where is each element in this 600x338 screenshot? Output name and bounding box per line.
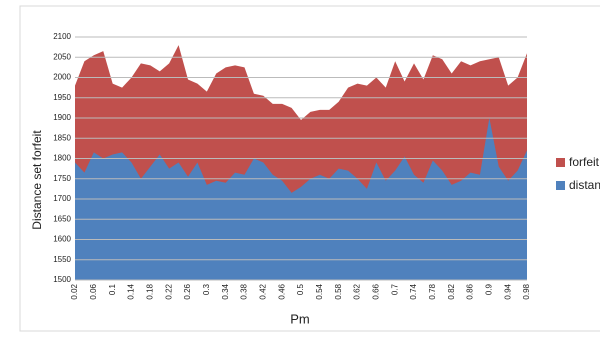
y-tick-label: 1900 [53, 113, 71, 122]
x-tick-label: 0.9 [484, 283, 493, 295]
x-tick-label: 0.1 [108, 283, 117, 295]
x-tick-label: 0.62 [353, 283, 362, 299]
x-tick-label: 0.46 [277, 283, 286, 299]
y-tick-label: 1550 [53, 255, 71, 264]
x-tick-label: 0.54 [315, 283, 324, 299]
x-tick-label: 0.06 [89, 283, 98, 299]
y-tick-label: 2050 [53, 52, 71, 61]
x-tick-label: 0.82 [447, 283, 456, 299]
x-tick-label: 0.14 [127, 283, 136, 299]
x-tick-label: 0.7 [390, 283, 399, 295]
x-tick-label: 0.58 [334, 283, 343, 299]
y-tick-label: 2100 [53, 32, 71, 41]
x-tick-label: 0.5 [296, 283, 305, 295]
legend-label: distance [569, 178, 600, 192]
legend-label: forfeit [569, 155, 600, 169]
y-axis-label: Distance set forfeit [30, 130, 44, 230]
x-tick-label: 0.3 [202, 283, 211, 295]
y-tick-label: 1500 [53, 275, 71, 284]
x-tick-label: 0.38 [240, 283, 249, 299]
chart-frame [19, 5, 600, 332]
x-tick-label: 0.98 [522, 283, 531, 299]
y-tick-label: 1800 [53, 154, 71, 163]
x-tick-label: 0.78 [428, 283, 437, 299]
y-tick-label: 1750 [53, 174, 71, 183]
y-tick-label: 1950 [53, 93, 71, 102]
y-tick-label: 1850 [53, 133, 71, 142]
x-tick-label: 0.74 [409, 283, 418, 299]
x-axis-label: Pm [290, 311, 310, 326]
y-tick-label: 1700 [53, 194, 71, 203]
x-tick-label: 0.34 [221, 283, 230, 299]
y-tick-label: 2000 [53, 73, 71, 82]
legend-swatch [556, 158, 565, 167]
x-tick-label: 0.94 [503, 283, 512, 299]
x-tick-label: 0.86 [466, 283, 475, 299]
x-tick-label: 0.42 [258, 283, 267, 299]
y-tick-label: 1600 [53, 235, 71, 244]
legend-swatch [556, 181, 565, 190]
x-tick-label: 0.18 [145, 283, 154, 299]
x-tick-label: 0.02 [70, 283, 79, 299]
x-tick-label: 0.66 [371, 283, 380, 299]
x-tick-label: 0.26 [183, 283, 192, 299]
x-tick-label: 0.22 [164, 283, 173, 299]
y-tick-label: 1650 [53, 214, 71, 223]
